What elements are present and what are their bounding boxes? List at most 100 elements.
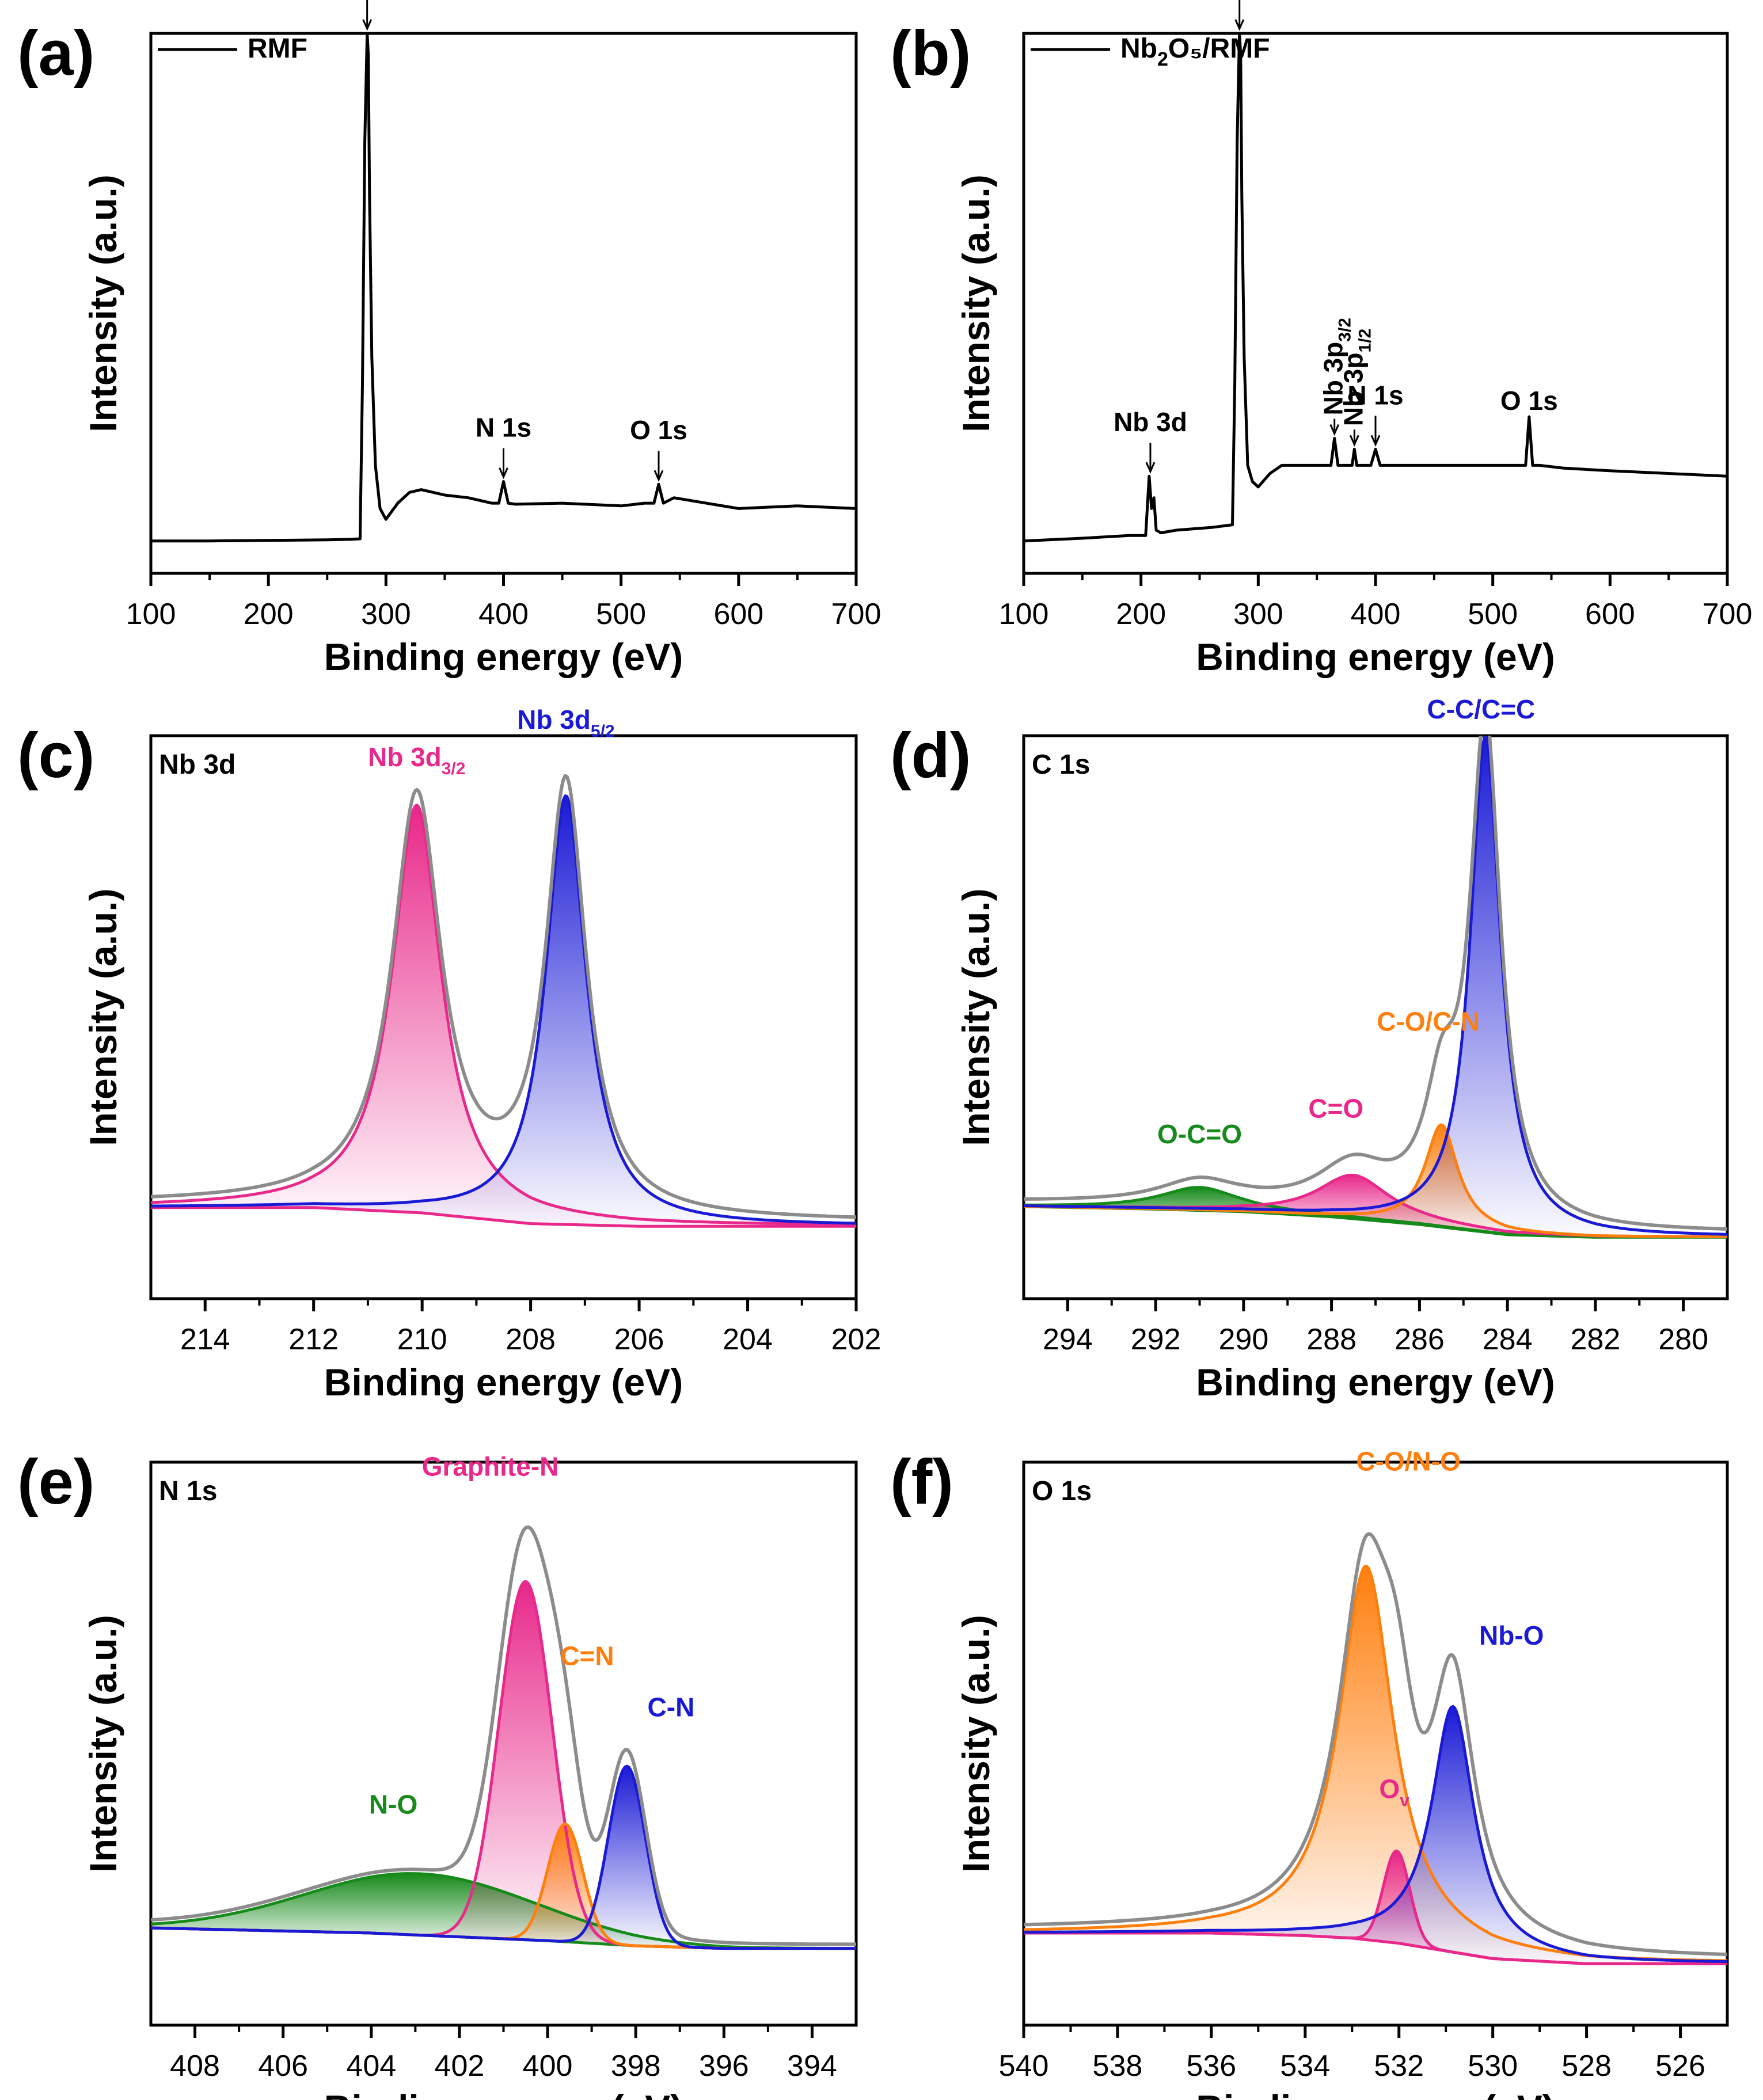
annotation-label: C-O/C-N	[1377, 1007, 1480, 1037]
x-tick-label: 532	[1374, 2049, 1424, 2083]
legend-label: Nb2O₅/RMF	[1120, 33, 1270, 70]
annotation: Nb 3d	[1114, 407, 1187, 474]
component-fill	[1024, 1187, 1727, 1238]
annotation: N-O	[369, 1789, 417, 1819]
panel-title: Nb 3d	[159, 750, 235, 780]
x-tick-label: 200	[244, 598, 294, 631]
panel-d: (d) 294 292 290 288 286 284 282 280 Binding energ…	[890, 694, 1729, 1403]
annotation: C-O/N-O	[1356, 1447, 1460, 1477]
x-tick-label: 406	[258, 2049, 308, 2083]
plot-frame	[149, 734, 858, 1300]
annotation: N 1s	[1347, 380, 1404, 447]
annotation: O 1s	[1500, 386, 1558, 416]
x-tick-label: 402	[435, 2049, 485, 2083]
x-tick-label: 600	[1585, 598, 1635, 631]
panel-f: (f) 540 538 536 534 532 530 528 526 Binding energ…	[890, 1447, 1729, 2100]
x-tick-label: 100	[999, 598, 1049, 631]
x-tick-label: 600	[713, 598, 763, 631]
x-tick-label: 400	[523, 2049, 573, 2083]
x-tick-label: 394	[787, 2049, 837, 2083]
annotation: C=N	[560, 1641, 614, 1671]
annotation: Nb-O	[1479, 1620, 1544, 1650]
panel-title: N 1s	[159, 1476, 217, 1506]
annotation-arrowhead	[362, 19, 373, 31]
background-line	[151, 1206, 856, 1228]
x-tick-label: 404	[346, 2049, 396, 2083]
annotation: C-O/C-N	[1377, 1007, 1480, 1037]
annotation-label: O 1s	[630, 415, 687, 445]
panel-e: (e) 408 406 404 402 400 398 396 394 Binding energ…	[17, 1447, 858, 2100]
x-tick-label: 300	[1233, 598, 1283, 631]
series-line	[1024, 33, 1727, 543]
panel-label: (c)	[17, 720, 94, 791]
component-fill	[151, 1581, 856, 1949]
annotation-label: N 1s	[476, 413, 531, 443]
panel-label: (f)	[890, 1447, 953, 1517]
y-axis-title: Intensity (a.u.)	[955, 888, 997, 1146]
panel-a: (a) 100 200 300 400 500 600 700 Binding energy (…	[17, 0, 881, 678]
x-tick-label: 212	[288, 1323, 339, 1356]
x-tick-label: 290	[1218, 1323, 1268, 1356]
annotation: O-C=O	[1157, 1119, 1242, 1149]
annotation-label: Ov	[1379, 1774, 1409, 1810]
x-tick-label: 500	[596, 598, 646, 631]
x-axis-title: Binding energy (eV)	[324, 1361, 683, 1403]
envelope-line	[1024, 1532, 1727, 1957]
plot-area	[1024, 1532, 1727, 1965]
x-tick-label: 200	[1116, 598, 1166, 631]
component-line	[151, 804, 856, 1226]
x-tick-label: 398	[611, 2049, 661, 2083]
envelope-line	[1024, 736, 1727, 1231]
x-tick-label: 400	[478, 598, 529, 631]
plot-area	[151, 1525, 856, 1950]
panel-title: O 1s	[1032, 1476, 1092, 1506]
annotation-arrowhead	[1370, 435, 1381, 447]
annotation: C 1s	[1234, 0, 1245, 31]
x-tick-label: 400	[1351, 598, 1401, 631]
annotation-label: N 1s	[1347, 380, 1403, 410]
annotation-label: O 1s	[1500, 386, 1558, 416]
x-tick-label: 408	[170, 2049, 220, 2083]
panel-label: (e)	[17, 1447, 94, 1517]
envelope-line	[151, 774, 856, 1219]
x-tick-label: 280	[1658, 1323, 1708, 1356]
annotation: C 1s	[362, 0, 373, 31]
y-axis-title: Intensity (a.u.)	[955, 1615, 997, 1872]
annotation-label: C=O	[1308, 1094, 1363, 1124]
annotation-label: Nb 3p3/2	[1319, 318, 1355, 416]
x-tick-label: 210	[397, 1323, 447, 1356]
y-axis-title: Intensity (a.u.)	[82, 888, 124, 1146]
annotation-label: C-O/N-O	[1356, 1447, 1460, 1477]
annotation-arrowhead	[1234, 19, 1245, 31]
annotation: Nb 3p3/2	[1319, 318, 1355, 436]
component-fill	[1024, 736, 1727, 1238]
component-line	[151, 794, 856, 1225]
panel-c: (c) 214 212 210 208 206 204 202 Binding energy (…	[17, 705, 881, 1403]
annotation-arrowhead	[1329, 424, 1340, 436]
annotation: O 1s	[630, 415, 687, 482]
annotation-label: Nb 3p1/2	[1338, 329, 1374, 427]
annotation-arrowhead	[499, 467, 508, 480]
annotation-arrowhead	[1145, 462, 1156, 474]
plot-frame	[1022, 32, 1729, 575]
panel-label: (d)	[890, 720, 971, 791]
x-tick-label: 526	[1655, 2049, 1705, 2083]
annotation-label: Nb 3d	[1114, 407, 1187, 437]
annotation: Ov	[1379, 1774, 1409, 1810]
annotation-label: C-N	[648, 1692, 695, 1722]
x-axis-title: Binding energy (eV)	[324, 636, 683, 678]
panel-b: (b) 100 200 300 400 500 600 700 Binding energy (…	[890, 0, 1752, 678]
x-axis-title: Binding energy (eV)	[1196, 636, 1555, 678]
annotation: C-N	[648, 1692, 695, 1722]
x-tick-label: 282	[1570, 1323, 1620, 1356]
annotation: Graphite-N	[422, 1452, 559, 1482]
x-tick-label: 206	[614, 1323, 664, 1356]
panel-label: (b)	[890, 18, 971, 89]
x-tick-label: 300	[361, 598, 411, 631]
annotation-arrowhead	[653, 470, 664, 482]
annotation: C=O	[1308, 1094, 1363, 1124]
plot-frame	[1022, 1460, 1729, 2027]
plot-frame	[149, 32, 858, 575]
annotation-label: Nb 3d3/2	[368, 742, 466, 778]
